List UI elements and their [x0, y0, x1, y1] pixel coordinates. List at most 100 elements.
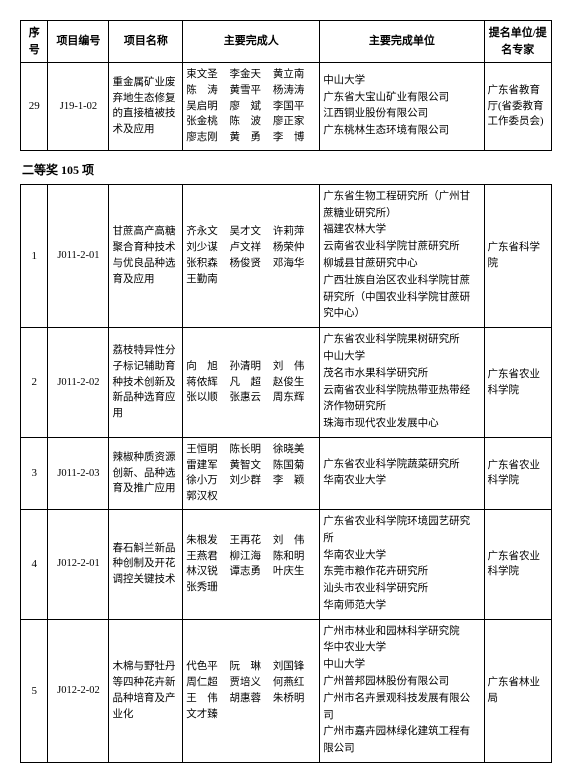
- person-name: 邓海华: [273, 256, 316, 272]
- header-nom: 提名单位/提名专家: [484, 21, 551, 63]
- person-name: 朱根发: [186, 533, 229, 549]
- cell-seq: 5: [21, 619, 48, 762]
- cell-name: 春石斛兰新品种创制及开花调控关键技术: [109, 509, 183, 619]
- org-name: 广州市名卉景观科技发展有限公司: [323, 691, 480, 725]
- org-name: 江西铜业股份有限公司: [323, 106, 480, 123]
- header-org: 主要完成单位: [320, 21, 484, 63]
- main-table: 1J011-2-01甘蔗高产高糖聚合育种技术与优良品种选育及应用齐永文吴才文许莉…: [20, 184, 552, 763]
- person-name: 谭志勇: [230, 564, 273, 580]
- org-name: 广州市嘉卉园林绿化建筑工程有限公司: [323, 724, 480, 758]
- person-name: 张秀珊: [186, 580, 229, 596]
- person-name: 李 颖: [273, 473, 316, 489]
- person-name: 王 伟: [186, 691, 229, 707]
- header-name: 项目名称: [109, 21, 183, 63]
- person-name: 郭汉权: [186, 489, 229, 505]
- person-name: 齐永文: [186, 224, 229, 240]
- person-name: 朱桥明: [273, 691, 316, 707]
- cell-org: 广东省农业科学院环境园艺研究所华南农业大学东莞市粮作花卉研究所汕头市农业科学研究…: [320, 509, 484, 619]
- person-name: 吴才文: [230, 224, 273, 240]
- org-name: 福建农林大学: [323, 222, 480, 239]
- org-name: 汕头市农业科学研究所: [323, 581, 480, 598]
- cell-seq: 4: [21, 509, 48, 619]
- person-name: 黄智文: [230, 458, 273, 474]
- person-name: 刘国锋: [273, 659, 316, 675]
- org-name: 广东省生物工程研究所（广州甘蔗糖业研究所）: [323, 189, 480, 223]
- person-name: 吴启明: [186, 99, 229, 115]
- person-name: 廖志刚: [186, 130, 229, 146]
- person-name: 张以顺: [186, 390, 229, 406]
- person-name: 黄雪平: [230, 83, 273, 99]
- person-name: 文才臻: [186, 707, 229, 723]
- table-row: 2J011-2-02荔枝特异性分子标记辅助育种技术创新及新品种选育应用向 旭孙清…: [21, 328, 552, 438]
- person-name: 王再花: [230, 533, 273, 549]
- person-name: 胡惠蓉: [230, 691, 273, 707]
- person-name: 李金天: [230, 67, 273, 83]
- cell-people: 代色平阮 琳刘国锋周仁超贾培义何燕红王 伟胡惠蓉朱桥明文才臻: [183, 619, 320, 762]
- org-name: 珠海市现代农业发展中心: [323, 416, 480, 433]
- table-row: 5J012-2-02木棉与野牡丹等四种花卉新品种培育及产业化代色平阮 琳刘国锋周…: [21, 619, 552, 762]
- header-code: 项目编号: [48, 21, 109, 63]
- cell-code: J19-1-02: [48, 63, 109, 151]
- person-name: 李 博: [273, 130, 316, 146]
- person-name: 杨荣仲: [273, 240, 316, 256]
- person-name: 刘 伟: [273, 359, 316, 375]
- cell-code: J011-2-02: [48, 328, 109, 438]
- person-name: 贾培义: [230, 675, 273, 691]
- person-name: 廖 斌: [230, 99, 273, 115]
- cell-people: 束文圣李金天黄立南陈 涛黄雪平杨涛涛吴启明廖 斌李国平张金桃陈 波廖正家廖志刚黄…: [183, 63, 320, 151]
- org-name: 广东省农业科学院蔬菜研究所: [323, 457, 480, 474]
- person-name: 雷建军: [186, 458, 229, 474]
- org-name: 柳城县甘蔗研究中心: [323, 256, 480, 273]
- org-name: 广东省农业科学院果树研究所: [323, 332, 480, 349]
- person-name: 刘少群: [230, 473, 273, 489]
- cell-code: J012-2-01: [48, 509, 109, 619]
- cell-seq: 3: [21, 437, 48, 509]
- cell-nom: 广东省教育厅(省委教育工作委员会): [484, 63, 551, 151]
- org-name: 云南省农业科学院热带亚热带经济作物研究所: [323, 383, 480, 417]
- person-name: 周东辉: [273, 390, 316, 406]
- table-row: 1J011-2-01甘蔗高产高糖聚合育种技术与优良品种选育及应用齐永文吴才文许莉…: [21, 184, 552, 327]
- person-name: 向 旭: [186, 359, 229, 375]
- cell-seq: 1: [21, 184, 48, 327]
- person-name: 杨俊贤: [230, 256, 273, 272]
- cell-name: 甘蔗高产高糖聚合育种技术与优良品种选育及应用: [109, 184, 183, 327]
- cell-org: 广州市林业和园林科学研究院华中农业大学中山大学广州普邦园林股份有限公司广州市名卉…: [320, 619, 484, 762]
- cell-people: 王恒明陈长明徐晓美雷建军黄智文陈国菊徐小万刘少群李 颖郭汉权: [183, 437, 320, 509]
- cell-nom: 广东省林业局: [484, 619, 551, 762]
- org-name: 茂名市水果科学研究所: [323, 366, 480, 383]
- person-name: 张金桃: [186, 114, 229, 130]
- person-name: 陈长明: [230, 442, 273, 458]
- org-name: 中山大学: [323, 349, 480, 366]
- person-name: 束文圣: [186, 67, 229, 83]
- person-name: 蒋侬辉: [186, 375, 229, 391]
- cell-org: 中山大学广东省大宝山矿业有限公司江西铜业股份有限公司广东桃林生态环境有限公司: [320, 63, 484, 151]
- person-name: 周仁超: [186, 675, 229, 691]
- person-name: 孙清明: [230, 359, 273, 375]
- person-name: 林汉锐: [186, 564, 229, 580]
- org-name: 广州普邦园林股份有限公司: [323, 674, 480, 691]
- header-seq: 序号: [21, 21, 48, 63]
- person-name: 张惠云: [230, 390, 273, 406]
- org-name: 广东省农业科学院环境园艺研究所: [323, 514, 480, 548]
- cell-org: 广东省农业科学院蔬菜研究所华南农业大学: [320, 437, 484, 509]
- top-table: 序号 项目编号 项目名称 主要完成人 主要完成单位 提名单位/提名专家 29J1…: [20, 20, 552, 151]
- org-name: 广东省大宝山矿业有限公司: [323, 90, 480, 107]
- org-name: 中山大学: [323, 73, 480, 90]
- person-name: 陈国菊: [273, 458, 316, 474]
- cell-name: 辣椒种质资源创新、品种选育及推广应用: [109, 437, 183, 509]
- person-name: 陈 波: [230, 114, 273, 130]
- cell-seq: 2: [21, 328, 48, 438]
- header-row: 序号 项目编号 项目名称 主要完成人 主要完成单位 提名单位/提名专家: [21, 21, 552, 63]
- person-name: 代色平: [186, 659, 229, 675]
- person-name: 廖正家: [273, 114, 316, 130]
- cell-nom: 广东省科学院: [484, 184, 551, 327]
- cell-people: 齐永文吴才文许莉萍刘少谋卢文祥杨荣仲张积森杨俊贤邓海华王勤南: [183, 184, 320, 327]
- person-name: 叶庆生: [273, 564, 316, 580]
- person-name: 杨涛涛: [273, 83, 316, 99]
- table-row: 29J19-1-02重金属矿业废弃地生态修复的直接植被技术及应用束文圣李金天黄立…: [21, 63, 552, 151]
- person-name: 王勤南: [186, 272, 229, 288]
- person-name: 卢文祥: [230, 240, 273, 256]
- cell-code: J011-2-03: [48, 437, 109, 509]
- person-name: 黄立南: [273, 67, 316, 83]
- org-name: 广西壮族自治区农业科学院甘蔗研究所（中国农业科学院甘蔗研究中心）: [323, 273, 480, 323]
